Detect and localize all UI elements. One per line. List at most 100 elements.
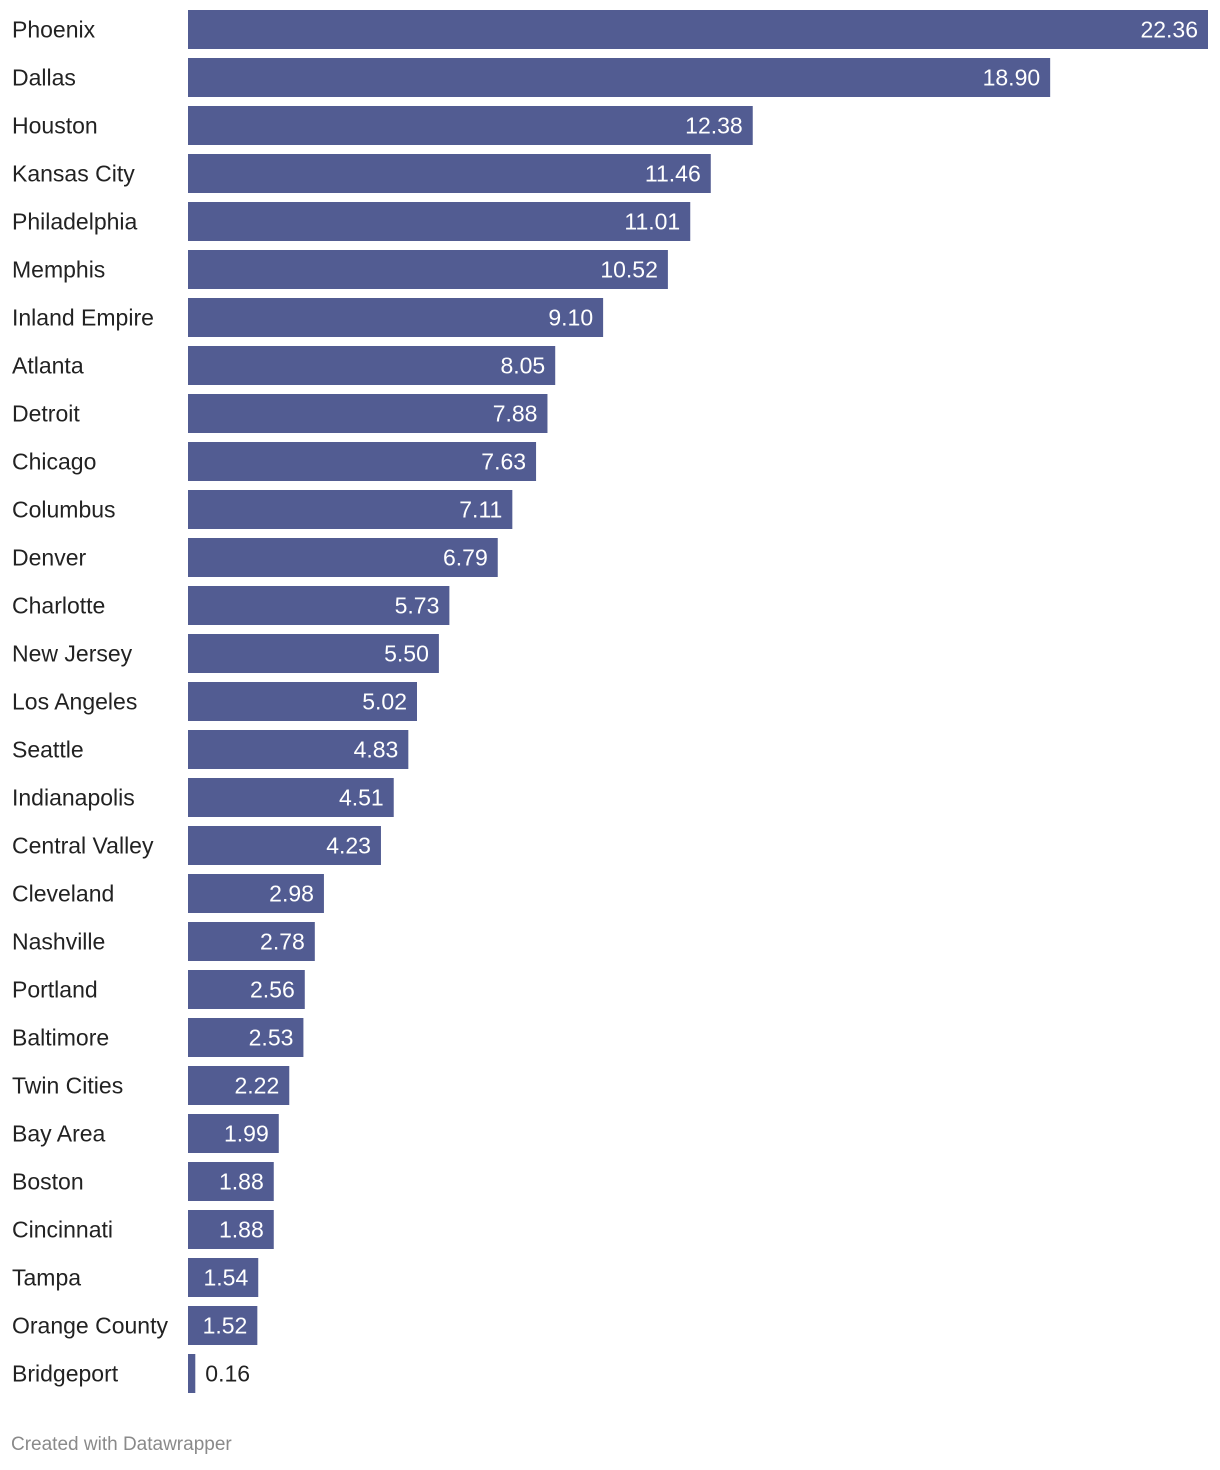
bar bbox=[188, 10, 1208, 49]
value-label: 18.90 bbox=[983, 65, 1041, 91]
category-label: Seattle bbox=[12, 737, 84, 763]
value-label: 1.99 bbox=[224, 1121, 269, 1147]
bar bbox=[188, 1306, 258, 1345]
bar bbox=[188, 826, 381, 865]
bar bbox=[188, 1258, 259, 1297]
category-label: Central Valley bbox=[12, 833, 154, 859]
value-label: 12.38 bbox=[685, 113, 743, 139]
category-label: New Jersey bbox=[12, 641, 133, 667]
bar-row: Atlanta 8.05 bbox=[12, 346, 556, 385]
value-label: 7.11 bbox=[459, 497, 502, 523]
value-label: 6.79 bbox=[443, 545, 488, 571]
bar-row: Denver 6.79 bbox=[12, 538, 498, 577]
category-label: Detroit bbox=[12, 401, 80, 427]
category-label: Charlotte bbox=[12, 593, 105, 619]
bar bbox=[188, 730, 409, 769]
bar bbox=[188, 394, 548, 433]
bar-row: New Jersey 5.50 bbox=[12, 634, 439, 673]
bar-row: Houston 12.38 bbox=[12, 106, 753, 145]
value-label: 2.78 bbox=[260, 929, 305, 955]
value-label: 2.98 bbox=[269, 881, 314, 907]
value-label: 2.56 bbox=[250, 977, 295, 1003]
bar bbox=[188, 1162, 274, 1201]
category-label: Indianapolis bbox=[12, 785, 135, 811]
bar bbox=[188, 874, 324, 913]
bar bbox=[188, 58, 1051, 97]
category-label: Twin Cities bbox=[12, 1073, 123, 1099]
bar-row: Charlotte 5.73 bbox=[12, 586, 450, 625]
bar bbox=[188, 154, 711, 193]
category-label: Portland bbox=[12, 977, 98, 1003]
category-label: Cincinnati bbox=[12, 1217, 113, 1243]
category-label: Atlanta bbox=[12, 353, 84, 379]
value-label: 1.52 bbox=[203, 1313, 248, 1339]
bar-row: Cincinnati 1.88 bbox=[12, 1210, 274, 1249]
value-label: 2.53 bbox=[249, 1025, 294, 1051]
bar bbox=[188, 922, 315, 961]
value-label: 1.88 bbox=[219, 1169, 264, 1195]
bar-row: Indianapolis 4.51 bbox=[12, 778, 394, 817]
bar-row: Baltimore 2.53 bbox=[12, 1018, 304, 1057]
category-label: Baltimore bbox=[12, 1025, 109, 1051]
bar-row: Twin Cities 2.22 bbox=[12, 1066, 290, 1105]
category-label: Los Angeles bbox=[12, 689, 137, 715]
bar-row: Orange County 1.52 bbox=[12, 1306, 258, 1345]
bar-row: Phoenix 22.36 bbox=[12, 10, 1208, 49]
bar-row: Inland Empire 9.10 bbox=[12, 298, 604, 337]
bar-row: Los Angeles 5.02 bbox=[12, 682, 417, 721]
category-label: Kansas City bbox=[12, 161, 135, 187]
bar bbox=[188, 1066, 290, 1105]
value-label: 1.54 bbox=[203, 1265, 248, 1291]
bar-row: Tampa 1.54 bbox=[12, 1258, 259, 1297]
category-label: Cleveland bbox=[12, 881, 114, 907]
bar bbox=[188, 634, 439, 673]
bar bbox=[188, 1114, 279, 1153]
bar-row: Boston 1.88 bbox=[12, 1162, 274, 1201]
bar-row: Bridgeport 0.16 bbox=[12, 1354, 250, 1393]
bar bbox=[188, 298, 604, 337]
bar-row: Cleveland 2.98 bbox=[12, 874, 324, 913]
value-label: 7.88 bbox=[493, 401, 538, 427]
bar bbox=[188, 538, 498, 577]
category-label: Philadelphia bbox=[12, 209, 138, 235]
bar bbox=[188, 1354, 196, 1393]
bar-row: Central Valley 4.23 bbox=[12, 826, 381, 865]
value-label: 8.05 bbox=[500, 353, 545, 379]
bar bbox=[188, 1210, 274, 1249]
bar-row: Chicago 7.63 bbox=[12, 442, 537, 481]
footer-credit: Created with Datawrapper bbox=[11, 1434, 232, 1455]
value-label: 0.16 bbox=[205, 1361, 250, 1387]
bar-row: Seattle 4.83 bbox=[12, 730, 409, 769]
category-label: Inland Empire bbox=[12, 305, 154, 331]
bar bbox=[188, 586, 450, 625]
value-label: 1.88 bbox=[219, 1217, 264, 1243]
bar-row: Bay Area 1.99 bbox=[12, 1114, 279, 1153]
bar bbox=[188, 346, 556, 385]
value-label: 11.01 bbox=[624, 209, 680, 235]
category-label: Bay Area bbox=[12, 1121, 106, 1147]
bar bbox=[188, 106, 753, 145]
value-label: 5.73 bbox=[395, 593, 440, 619]
category-label: Phoenix bbox=[12, 17, 96, 43]
bar bbox=[188, 970, 305, 1009]
value-label: 4.23 bbox=[326, 833, 371, 859]
value-label: 9.10 bbox=[548, 305, 593, 331]
bar-row: Dallas 18.90 bbox=[12, 58, 1051, 97]
bar-row: Memphis 10.52 bbox=[12, 250, 668, 289]
bar-row: Kansas City 11.46 bbox=[12, 154, 711, 193]
value-label: 5.50 bbox=[384, 641, 429, 667]
category-label: Memphis bbox=[12, 257, 105, 283]
value-label: 7.63 bbox=[481, 449, 526, 475]
bar bbox=[188, 490, 513, 529]
bar-row: Columbus 7.11 bbox=[12, 490, 513, 529]
category-label: Denver bbox=[12, 545, 86, 571]
bar-row: Philadelphia 11.01 bbox=[12, 202, 691, 241]
category-label: Tampa bbox=[12, 1265, 81, 1291]
category-label: Boston bbox=[12, 1169, 84, 1195]
bar bbox=[188, 778, 394, 817]
category-label: Bridgeport bbox=[12, 1361, 119, 1387]
value-label: 10.52 bbox=[600, 257, 658, 283]
category-label: Dallas bbox=[12, 65, 76, 91]
category-label: Nashville bbox=[12, 929, 105, 955]
bar bbox=[188, 250, 668, 289]
